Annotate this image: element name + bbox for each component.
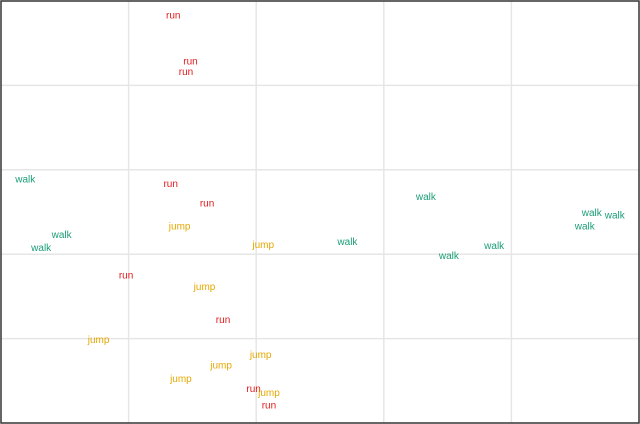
point-label-run: run xyxy=(183,57,197,68)
point-label-jump: jump xyxy=(209,361,232,372)
point-label-walk: walk xyxy=(604,210,626,221)
point-label-jump: jump xyxy=(251,240,274,251)
point-label-jump: jump xyxy=(87,335,110,346)
point-label-jump: jump xyxy=(193,282,216,293)
point-label-walk: walk xyxy=(14,174,36,185)
point-label-run: run xyxy=(179,67,193,78)
point-label-walk: walk xyxy=(438,251,460,262)
point-label-run: run xyxy=(200,198,214,209)
point-label-run: run xyxy=(216,315,230,326)
point-label-walk: walk xyxy=(574,221,596,232)
point-label-jump: jump xyxy=(168,221,191,232)
point-label-walk: walk xyxy=(483,241,505,252)
point-label-walk: walk xyxy=(581,208,603,219)
point-label-run: run xyxy=(119,271,133,282)
point-label-jump: jump xyxy=(249,350,272,361)
point-label-run: run xyxy=(166,10,180,21)
point-label-jump: jump xyxy=(169,374,192,385)
point-label-walk: walk xyxy=(336,237,358,248)
point-label-run: run xyxy=(246,384,260,395)
point-label-walk: walk xyxy=(30,243,52,254)
point-label-walk: walk xyxy=(415,192,437,203)
point-label-jump: jump xyxy=(257,388,280,399)
point-label-walk: walk xyxy=(51,230,73,241)
point-label-run: run xyxy=(262,401,276,412)
data-points: runrunrunrunrunrunrunrunrunjumpjumpjumpj… xyxy=(14,10,626,411)
point-label-run: run xyxy=(163,179,177,190)
